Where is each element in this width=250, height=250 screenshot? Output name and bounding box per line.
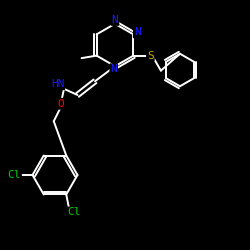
Text: HN: HN <box>51 79 64 89</box>
Text: S: S <box>147 50 154 60</box>
Text: O: O <box>58 99 64 109</box>
Text: Cl: Cl <box>67 208 80 218</box>
Text: N: N <box>110 64 117 74</box>
Text: N: N <box>112 15 118 25</box>
Text: Cl: Cl <box>8 170 21 180</box>
Text: N: N <box>134 28 140 38</box>
